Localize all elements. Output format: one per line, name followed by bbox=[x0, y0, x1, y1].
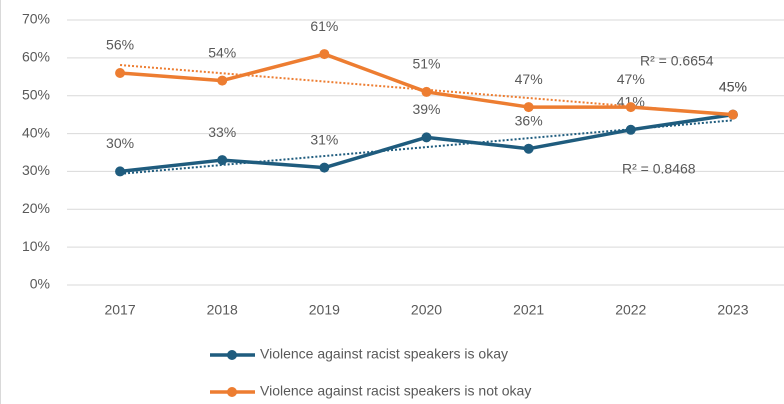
data-point bbox=[319, 49, 330, 60]
data-label: 30% bbox=[106, 135, 134, 151]
data-point bbox=[115, 68, 126, 78]
y-tick-label: 60% bbox=[22, 49, 50, 65]
y-tick-label: 70% bbox=[22, 11, 50, 27]
data-point bbox=[421, 132, 432, 143]
legend-label: Violence against racist speakers is not … bbox=[260, 383, 531, 399]
data-point bbox=[625, 102, 636, 113]
legend-marker bbox=[227, 350, 237, 360]
trendline-label: R² = 0.8468 bbox=[622, 161, 696, 177]
y-tick-label: 20% bbox=[22, 200, 50, 216]
legend-marker bbox=[227, 387, 237, 397]
data-label: 47% bbox=[515, 71, 543, 87]
data-point bbox=[421, 86, 432, 97]
x-tick-label: 2017 bbox=[104, 302, 135, 318]
data-label: 47% bbox=[617, 71, 645, 87]
data-point bbox=[115, 166, 126, 177]
y-tick-label: 30% bbox=[22, 162, 50, 178]
data-label: 33% bbox=[208, 124, 236, 140]
y-tick-label: 50% bbox=[22, 86, 50, 102]
y-tick-label: 10% bbox=[22, 238, 50, 254]
data-label: 61% bbox=[310, 18, 338, 34]
data-label: 56% bbox=[106, 37, 134, 53]
x-tick-label: 2021 bbox=[513, 302, 544, 318]
data-label: 45% bbox=[719, 78, 747, 94]
x-tick-label: 2020 bbox=[411, 302, 442, 318]
trendline-label: R² = 0.6654 bbox=[640, 53, 714, 69]
x-tick-label: 2018 bbox=[207, 302, 238, 318]
data-point bbox=[217, 75, 228, 86]
y-tick-label: 40% bbox=[22, 124, 50, 140]
data-label: 36% bbox=[515, 112, 543, 128]
data-label: 31% bbox=[310, 131, 338, 147]
x-tick-label: 2019 bbox=[309, 302, 340, 318]
data-label: 39% bbox=[412, 101, 440, 117]
data-label: 54% bbox=[208, 44, 236, 60]
data-label: 45% bbox=[719, 78, 747, 94]
data-point bbox=[727, 109, 738, 120]
data-point bbox=[319, 162, 330, 173]
x-tick-label: 2023 bbox=[717, 302, 748, 318]
data-point bbox=[625, 124, 636, 135]
y-tick-label: 0% bbox=[30, 276, 50, 292]
legend-label: Violence against racist speakers is okay bbox=[260, 346, 508, 362]
data-label: 51% bbox=[412, 56, 440, 72]
x-tick-label: 2022 bbox=[615, 302, 646, 318]
data-point bbox=[523, 102, 534, 113]
data-point bbox=[217, 155, 228, 166]
data-point bbox=[523, 143, 534, 154]
